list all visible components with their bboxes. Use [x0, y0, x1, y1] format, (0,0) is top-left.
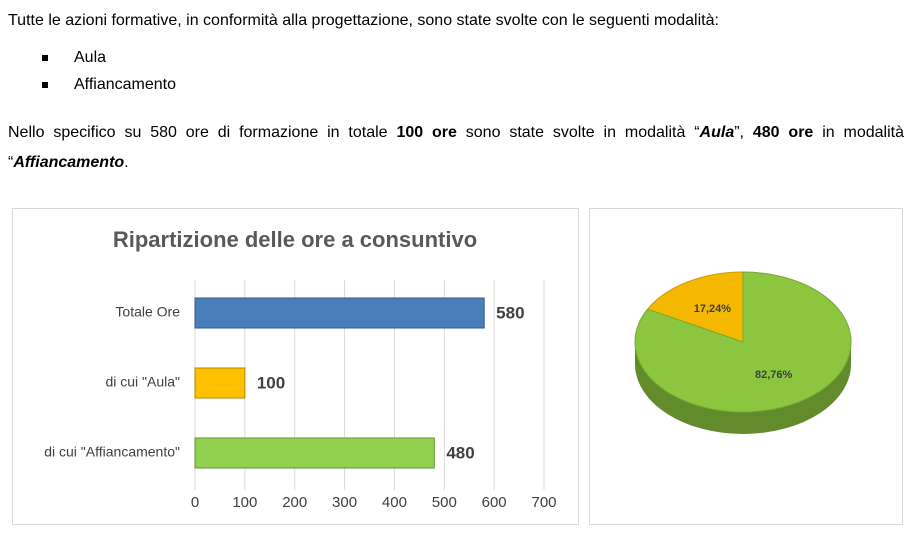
- text-run: .: [124, 154, 129, 171]
- x-tick-label: 300: [332, 494, 357, 511]
- text-run: 100 ore: [396, 124, 457, 141]
- bar: [194, 367, 246, 399]
- data-label: 17,24%: [694, 303, 732, 315]
- x-tick-label: 600: [482, 494, 507, 511]
- bar: [194, 297, 485, 329]
- bullet: Affiancamento: [8, 71, 904, 98]
- x-tick-label: 500: [432, 494, 457, 511]
- text-run: ”,: [734, 124, 753, 141]
- text-run: in modalità “: [8, 124, 904, 171]
- data-label: 82,76%: [755, 369, 793, 381]
- y-tick-label: di cui "Affiancamento": [44, 444, 180, 460]
- x-tick-label: 200: [282, 494, 307, 511]
- text-run: Nello specifico su 580 ore di formazione…: [8, 124, 397, 141]
- document: Tutte le azioni formative, in conformità…: [8, 6, 904, 178]
- y-tick-label: Totale Ore: [115, 304, 180, 320]
- x-tick-label: 400: [382, 494, 407, 511]
- bullet-list: Aula Affiancamento: [8, 44, 904, 98]
- x-tick-label: 100: [232, 494, 257, 511]
- pie-side: [635, 342, 851, 434]
- chart-frame: [12, 208, 579, 525]
- y-tick-label: di cui "Aula": [105, 374, 180, 390]
- data-label: 580: [496, 303, 524, 322]
- data-label: 100: [257, 373, 285, 392]
- paragraph: Nello specifico su 580 ore di formazione…: [8, 118, 904, 178]
- text-run: Affiancamento: [13, 154, 125, 171]
- pie-slice: [634, 271, 852, 413]
- text-run: Aula: [699, 124, 735, 141]
- intro-text: Tutte le azioni formative, in conformità…: [8, 12, 719, 29]
- pie-slice: [646, 271, 744, 343]
- bullet: Aula: [8, 44, 904, 71]
- x-tick-label: 700: [531, 494, 556, 511]
- text-run: 480 ore: [752, 124, 814, 141]
- data-label: 480: [446, 443, 474, 462]
- chart-title: Ripartizione delle ore a consuntivo: [113, 227, 477, 252]
- bar: [194, 437, 435, 469]
- x-tick-label: 0: [191, 494, 199, 511]
- text-run: sono state svolte in modalità “: [456, 124, 700, 141]
